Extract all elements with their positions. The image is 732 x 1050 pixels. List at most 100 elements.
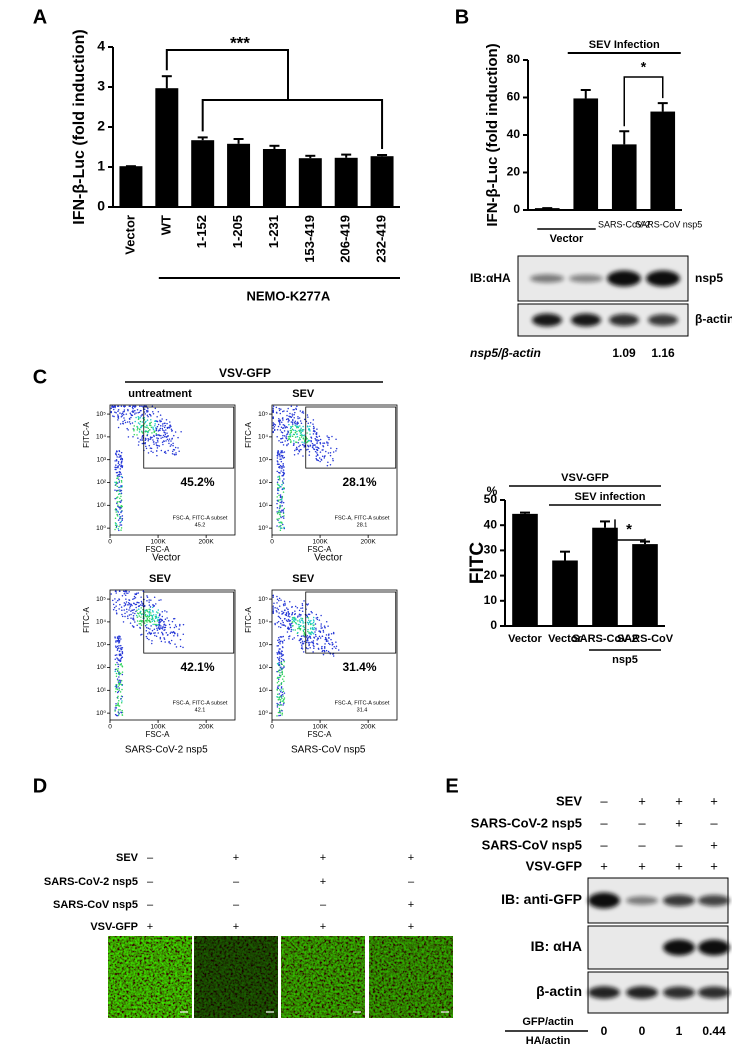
event xyxy=(119,458,122,461)
event xyxy=(294,605,297,608)
event xyxy=(115,601,117,603)
x-axis-label: FSC-A xyxy=(308,545,333,554)
event xyxy=(279,640,282,643)
event xyxy=(118,598,121,601)
x-tick-label: WT xyxy=(158,215,173,235)
x-tick-label: Vector xyxy=(548,633,582,645)
event xyxy=(312,445,314,447)
event xyxy=(160,434,162,437)
event xyxy=(297,453,299,455)
event xyxy=(327,461,329,464)
event xyxy=(117,489,120,492)
event xyxy=(118,500,120,503)
event xyxy=(132,617,134,620)
event xyxy=(281,712,284,715)
event xyxy=(278,517,280,520)
event xyxy=(302,410,304,413)
event xyxy=(312,651,314,653)
event xyxy=(305,449,308,451)
event xyxy=(132,410,134,412)
event xyxy=(272,410,274,412)
condition-sign: + xyxy=(710,793,718,808)
event xyxy=(136,620,139,622)
event xyxy=(116,513,118,516)
condition-sign: + xyxy=(710,837,718,852)
event xyxy=(278,507,281,509)
event xyxy=(278,659,281,662)
event xyxy=(293,449,296,452)
event xyxy=(297,422,299,424)
event xyxy=(276,607,278,609)
x-tick-label: Vector xyxy=(508,633,542,645)
event xyxy=(276,435,278,438)
event xyxy=(291,613,293,616)
event xyxy=(293,613,296,616)
event xyxy=(114,468,116,471)
event xyxy=(283,692,286,694)
event xyxy=(157,434,159,436)
event xyxy=(297,425,299,427)
y-axis-label: FITC-A xyxy=(82,421,91,447)
event xyxy=(116,501,119,503)
event xyxy=(132,411,134,413)
event xyxy=(148,608,150,610)
event xyxy=(308,454,311,456)
event xyxy=(117,709,120,711)
event xyxy=(121,465,124,467)
event xyxy=(325,450,327,453)
event xyxy=(146,596,149,599)
event xyxy=(120,698,122,700)
event xyxy=(114,460,116,462)
event xyxy=(170,639,173,642)
event xyxy=(272,405,275,408)
event xyxy=(304,439,306,441)
event xyxy=(282,512,285,515)
event xyxy=(313,448,316,451)
event xyxy=(277,615,280,618)
event xyxy=(128,590,130,593)
event xyxy=(132,436,134,438)
significance: *** xyxy=(230,33,250,52)
event xyxy=(278,714,280,717)
condition-sign: + xyxy=(710,858,718,873)
condition-sign: – xyxy=(408,876,415,888)
event xyxy=(282,451,284,454)
event xyxy=(301,646,303,648)
event xyxy=(146,411,148,413)
x-tick-label: 200K xyxy=(199,724,215,731)
event xyxy=(172,448,175,451)
event xyxy=(127,617,129,620)
event xyxy=(286,410,288,413)
event xyxy=(150,632,152,634)
event xyxy=(170,428,173,431)
event xyxy=(276,693,279,696)
y-axis-label: IFN-β-Luc (fold induction) xyxy=(484,43,501,226)
event xyxy=(291,428,294,431)
significance-bracket xyxy=(623,76,664,127)
event xyxy=(314,430,316,433)
event xyxy=(141,432,144,434)
event xyxy=(293,440,295,442)
event xyxy=(282,410,284,413)
event xyxy=(282,501,285,504)
y-tick-label: 10⁴ xyxy=(96,434,106,441)
event xyxy=(163,429,165,432)
event xyxy=(312,419,315,421)
event xyxy=(286,631,289,633)
event xyxy=(117,426,120,429)
event xyxy=(310,440,312,443)
event xyxy=(331,435,333,438)
event xyxy=(124,594,127,597)
event xyxy=(276,488,279,490)
event xyxy=(316,441,318,443)
event xyxy=(282,523,284,526)
event xyxy=(112,599,114,602)
event xyxy=(308,450,311,453)
event xyxy=(149,614,151,616)
event xyxy=(114,645,117,647)
bar xyxy=(334,157,358,207)
event xyxy=(117,599,119,602)
plot-footer: SARS-CoV-2 nsp5 xyxy=(125,745,208,756)
y-tick-label: 10⁴ xyxy=(258,619,268,626)
event xyxy=(167,620,170,622)
